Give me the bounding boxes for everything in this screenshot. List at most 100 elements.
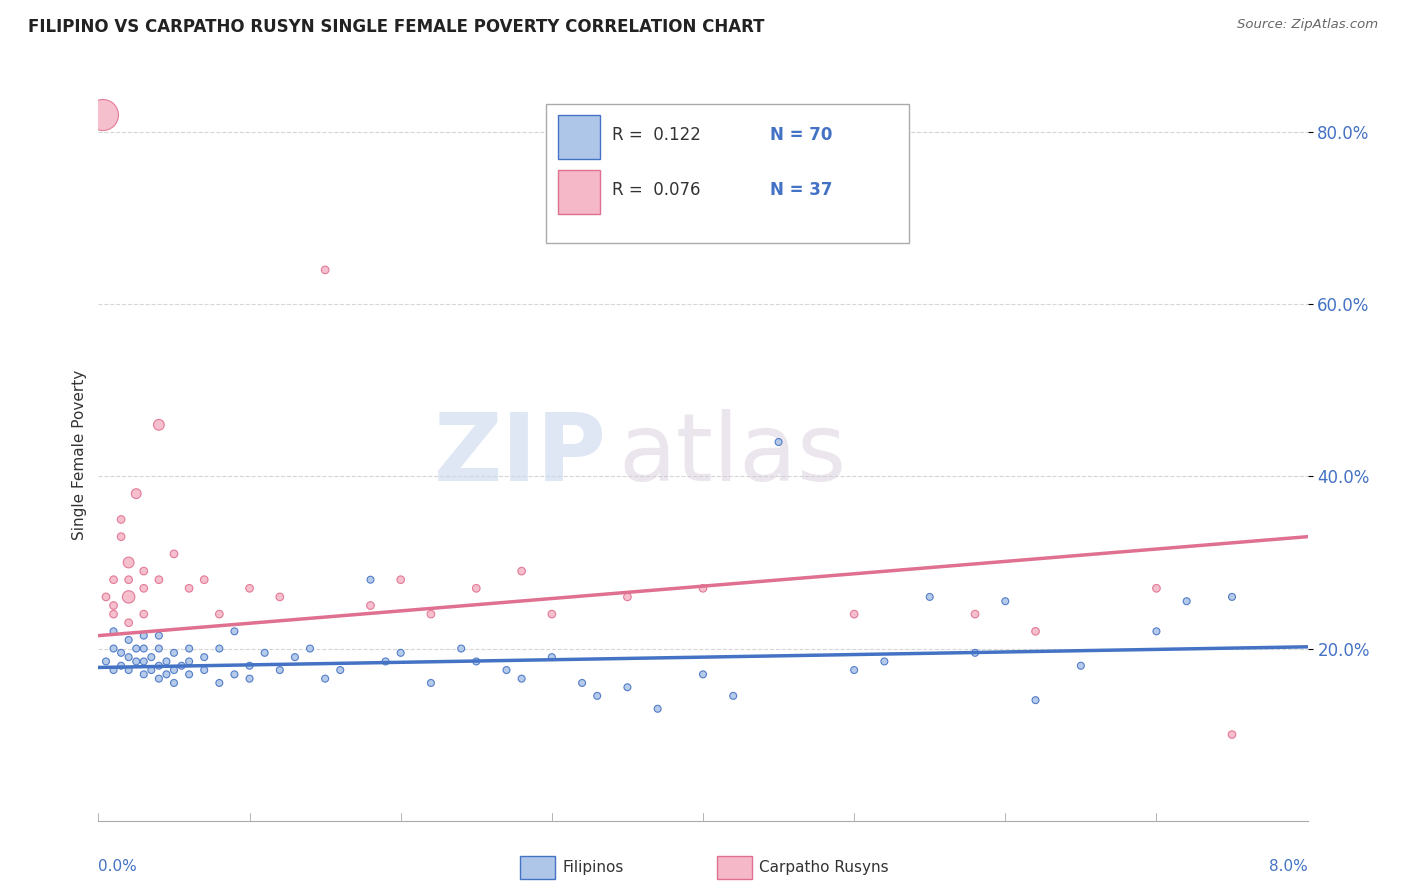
Point <box>179 582 201 596</box>
Point <box>965 607 987 621</box>
Point <box>179 667 201 681</box>
Point <box>616 590 638 604</box>
Text: R =  0.076: R = 0.076 <box>612 181 700 199</box>
Point <box>965 646 987 660</box>
Point <box>132 582 155 596</box>
Point <box>419 676 441 690</box>
Point <box>1220 728 1243 742</box>
Point <box>647 702 669 716</box>
Point <box>419 607 441 621</box>
Point <box>132 607 155 621</box>
Point <box>873 655 896 669</box>
Point <box>723 689 745 703</box>
Point <box>571 676 593 690</box>
Point <box>299 641 322 656</box>
Point <box>239 672 262 686</box>
Point <box>118 663 141 677</box>
Point <box>103 624 125 639</box>
Point <box>389 646 412 660</box>
Point <box>163 646 186 660</box>
Point <box>132 667 155 681</box>
Point <box>224 667 246 681</box>
Point <box>314 672 336 686</box>
Point <box>103 607 125 621</box>
Point <box>94 655 117 669</box>
Point <box>389 573 412 587</box>
Point <box>359 599 381 613</box>
Point <box>918 590 941 604</box>
FancyBboxPatch shape <box>546 103 908 243</box>
FancyBboxPatch shape <box>558 169 600 213</box>
Point <box>374 655 396 669</box>
Point <box>148 417 170 432</box>
Point <box>118 632 141 647</box>
Point <box>170 658 193 673</box>
Point <box>125 486 148 500</box>
Point <box>132 641 155 656</box>
Text: ZIP: ZIP <box>433 409 606 501</box>
Point <box>465 655 488 669</box>
Point <box>510 564 533 578</box>
Point <box>179 655 201 669</box>
Point <box>586 689 609 703</box>
Point <box>103 663 125 677</box>
Point <box>1144 582 1167 596</box>
Text: Source: ZipAtlas.com: Source: ZipAtlas.com <box>1237 18 1378 31</box>
Point <box>692 582 714 596</box>
Point <box>132 629 155 643</box>
Point <box>768 435 790 450</box>
Point <box>269 663 291 677</box>
Point <box>125 641 148 656</box>
Point <box>118 650 141 665</box>
Point <box>141 663 163 677</box>
Point <box>193 573 215 587</box>
Text: N = 37: N = 37 <box>769 181 832 199</box>
Point <box>208 676 231 690</box>
Point <box>510 672 533 686</box>
Text: 0.0%: 0.0% <box>98 859 138 874</box>
Point <box>314 263 336 277</box>
Point <box>1220 590 1243 604</box>
FancyBboxPatch shape <box>558 115 600 159</box>
Point <box>118 590 141 604</box>
Point <box>239 582 262 596</box>
Point <box>179 641 201 656</box>
Text: Carpatho Rusyns: Carpatho Rusyns <box>759 860 889 874</box>
Point <box>495 663 517 677</box>
Point <box>103 641 125 656</box>
Text: Filipinos: Filipinos <box>562 860 624 874</box>
Point <box>269 590 291 604</box>
Point <box>132 564 155 578</box>
Text: N = 70: N = 70 <box>769 126 832 144</box>
Point <box>148 672 170 686</box>
Point <box>1144 624 1167 639</box>
Point <box>148 573 170 587</box>
Point <box>163 676 186 690</box>
Point <box>91 108 114 122</box>
Point <box>208 607 231 621</box>
Point <box>329 663 352 677</box>
Point <box>163 663 186 677</box>
Point <box>148 629 170 643</box>
Point <box>110 530 132 544</box>
Text: R =  0.122: R = 0.122 <box>612 126 702 144</box>
Point <box>163 547 186 561</box>
Point <box>193 663 215 677</box>
Point <box>125 655 148 669</box>
Point <box>450 641 472 656</box>
Text: 8.0%: 8.0% <box>1268 859 1308 874</box>
Text: FILIPINO VS CARPATHO RUSYN SINGLE FEMALE POVERTY CORRELATION CHART: FILIPINO VS CARPATHO RUSYN SINGLE FEMALE… <box>28 18 765 36</box>
Point <box>1175 594 1198 608</box>
Point <box>844 607 866 621</box>
Point <box>118 556 141 570</box>
Point <box>118 615 141 630</box>
Point <box>155 667 177 681</box>
Y-axis label: Single Female Poverty: Single Female Poverty <box>72 370 87 540</box>
Point <box>1070 658 1092 673</box>
Point <box>253 646 276 660</box>
Point <box>239 658 262 673</box>
Point <box>148 641 170 656</box>
Text: atlas: atlas <box>619 409 846 501</box>
Point <box>359 573 381 587</box>
Point <box>540 650 562 665</box>
